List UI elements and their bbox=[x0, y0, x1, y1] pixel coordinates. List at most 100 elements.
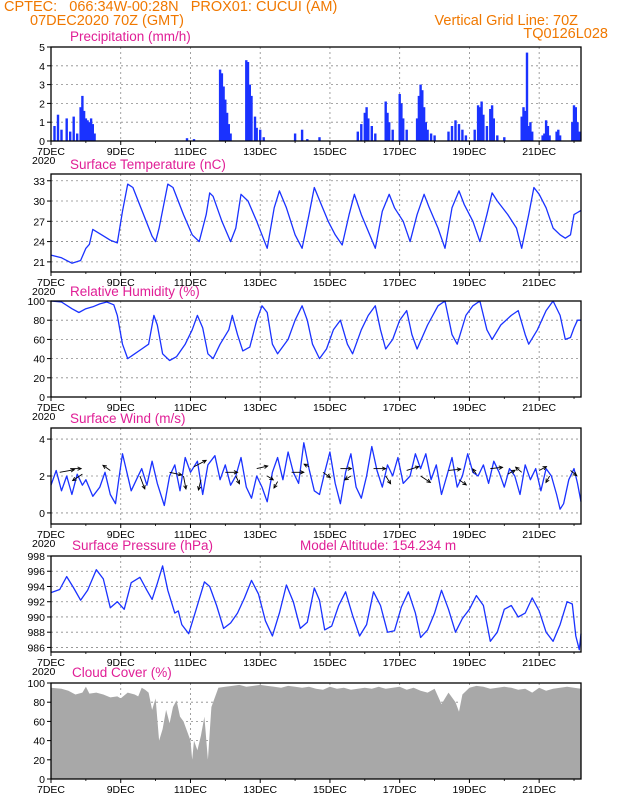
wind-arrow-head bbox=[202, 459, 208, 464]
x-tick-label: 15DEC bbox=[313, 784, 347, 796]
wind-arrow-head bbox=[299, 470, 305, 475]
precip-bar bbox=[405, 129, 408, 141]
x-tick-label: 15DEC bbox=[313, 146, 347, 158]
wind-arrow-head bbox=[141, 484, 146, 490]
precip-bar bbox=[525, 52, 529, 141]
precip-bar bbox=[360, 124, 363, 141]
precip-bar bbox=[384, 101, 387, 141]
wind-arrow-head bbox=[269, 476, 275, 481]
y-tick-label: 60 bbox=[33, 334, 45, 346]
wind-arrow-head bbox=[177, 472, 183, 477]
precip-bar bbox=[485, 126, 489, 141]
precip-bar bbox=[433, 135, 436, 141]
y-tick-label: 0 bbox=[39, 508, 45, 520]
precip-bar bbox=[480, 101, 483, 141]
x-year-label: 2020 bbox=[32, 666, 56, 678]
precip-bar bbox=[447, 131, 450, 141]
precip-bar bbox=[300, 129, 304, 141]
y-tick-label: 33 bbox=[33, 176, 45, 188]
precip-bar bbox=[192, 139, 196, 141]
y-tick-label: 988 bbox=[27, 627, 45, 639]
precip-bar bbox=[82, 110, 86, 141]
x-tick-label: 17DEC bbox=[383, 784, 417, 796]
x-tick-label: 15DEC bbox=[313, 277, 347, 289]
precip-bar bbox=[72, 116, 75, 141]
wind-arrow bbox=[266, 475, 274, 481]
x-tick-label: 7DEC bbox=[37, 529, 65, 541]
x-tick-label: 19DEC bbox=[452, 529, 486, 541]
precip-bar bbox=[541, 135, 544, 141]
wind-arrow-head bbox=[472, 468, 477, 474]
precip-bar bbox=[489, 109, 492, 141]
y-tick-label: 80 bbox=[33, 697, 45, 709]
wind-arrow-head bbox=[102, 464, 107, 470]
precip-bar bbox=[415, 118, 419, 141]
precip-bar bbox=[464, 135, 468, 141]
precip-bar bbox=[386, 112, 389, 141]
x-tick-label: 9DEC bbox=[107, 657, 135, 669]
precip-bar bbox=[89, 118, 93, 141]
temperature-panel: Surface Temperature (nC) 21 24 27 30 33 7DEC 9… bbox=[32, 157, 582, 298]
y-tick-label: 2 bbox=[39, 471, 45, 483]
wind-arrow bbox=[256, 465, 268, 470]
series-line bbox=[50, 183, 582, 264]
y-tick-label: 40 bbox=[33, 354, 45, 366]
precip-bar bbox=[76, 133, 79, 141]
precip-bar bbox=[478, 107, 482, 141]
precip-bar bbox=[544, 120, 548, 141]
precip-bar bbox=[370, 126, 373, 141]
wind-arrow bbox=[420, 475, 431, 483]
precip-bar bbox=[522, 107, 525, 141]
x-year-label: 2020 bbox=[32, 155, 56, 167]
panel-title: Surface Temperature (nC) bbox=[70, 157, 226, 172]
wind-arrow bbox=[344, 475, 352, 481]
x-tick-label: 17DEC bbox=[383, 529, 417, 541]
precip-bar bbox=[490, 105, 494, 141]
y-tick-label: 20 bbox=[33, 373, 45, 385]
y-tick-label: 996 bbox=[27, 566, 45, 578]
y-tick-label: 80 bbox=[33, 315, 45, 327]
wind-arrow-head bbox=[183, 484, 188, 490]
x-tick-label: 11DEC bbox=[174, 657, 207, 669]
precip-bar bbox=[421, 90, 424, 141]
x-tick-label: 11DEC bbox=[174, 402, 207, 414]
y-tick-label: 27 bbox=[33, 216, 45, 228]
y-tick-label: 100 bbox=[27, 296, 45, 308]
y-tick-label: 0 bbox=[39, 392, 45, 404]
precip-bar bbox=[356, 131, 359, 141]
precip-bar bbox=[557, 129, 560, 141]
precip-bar bbox=[88, 122, 91, 141]
x-tick-label: 13DEC bbox=[243, 402, 277, 414]
precip-bar bbox=[400, 103, 403, 141]
x-tick-label: 17DEC bbox=[383, 402, 417, 414]
wind-arrow bbox=[72, 473, 83, 481]
wind-arrow-head bbox=[498, 465, 504, 470]
precip-bar bbox=[572, 105, 576, 141]
precip-bar bbox=[224, 99, 227, 141]
x-tick-label: 15DEC bbox=[313, 657, 347, 669]
precip-bar bbox=[69, 131, 72, 141]
wind-arrow bbox=[139, 475, 146, 490]
y-tick-label: 3 bbox=[39, 80, 45, 92]
x-tick-label: 7DEC bbox=[37, 402, 65, 414]
series-line bbox=[50, 565, 582, 651]
wind-arrow bbox=[169, 471, 182, 476]
precip-bar bbox=[482, 114, 485, 141]
x-tick-label: 9DEC bbox=[107, 277, 135, 289]
precip-bar bbox=[363, 112, 366, 141]
x-tick-label: 19DEC bbox=[452, 402, 486, 414]
precip-bar bbox=[574, 107, 577, 141]
y-tick-label: 1 bbox=[39, 117, 45, 129]
x-tick-label: 11DEC bbox=[174, 784, 207, 796]
wind-arrow bbox=[385, 475, 391, 484]
header-station: CPTEC: 066:34W-00:28N PROX01: CUCUI (AM) bbox=[4, 0, 337, 15]
wind-arrow bbox=[59, 469, 75, 473]
precip-bar bbox=[253, 116, 257, 141]
y-tick-label: 40 bbox=[33, 736, 45, 748]
x-year-label: 2020 bbox=[32, 411, 56, 423]
precip-bar bbox=[524, 110, 527, 141]
x-tick-label: 13DEC bbox=[243, 277, 277, 289]
precip-bar bbox=[60, 129, 63, 141]
wind-arrow-head bbox=[347, 466, 353, 471]
